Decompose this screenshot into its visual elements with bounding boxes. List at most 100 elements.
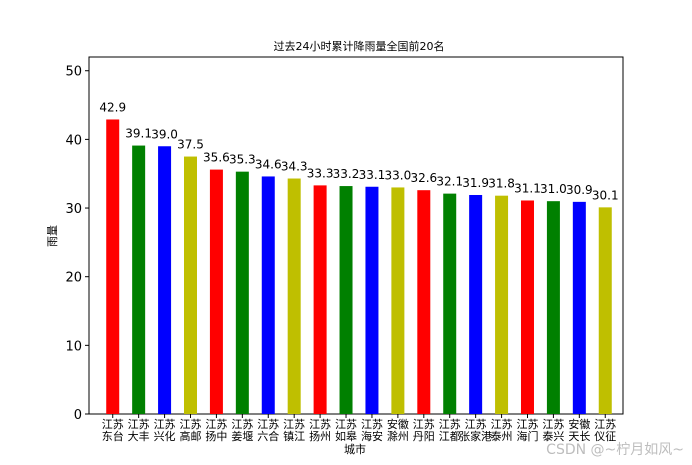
chart-title: 过去24小时累计降雨量全国前20名 (274, 39, 445, 53)
bar-value-label: 31.1 (514, 181, 541, 195)
x-tick-label-line: 高邮 (179, 429, 201, 443)
bar-value-label: 33.2 (333, 167, 360, 181)
y-axis: 0 10 20 30 40 50 (65, 65, 89, 423)
x-tick-label-line: 江苏 (205, 418, 227, 431)
plot-area-frame (88, 56, 624, 415)
bar-value-label: 39.0 (151, 127, 178, 141)
bar-value-label: 35.6 (203, 151, 230, 165)
x-tick-label: 安徽天长 (568, 417, 590, 443)
bar-value-label: 31.9 (462, 176, 489, 190)
bar (495, 195, 509, 414)
x-tick-label: 江苏江都 (439, 418, 461, 443)
x-tick-label: 江苏兴化 (154, 418, 176, 443)
x-tick-label-line: 江苏 (516, 418, 538, 431)
bar-value-label: 34.3 (281, 160, 308, 174)
bar-value-label: 32.6 (410, 171, 437, 185)
x-tick-label-line: 江苏 (491, 418, 513, 431)
bar (235, 171, 249, 414)
y-tick-label: 0 (74, 408, 82, 423)
bar-value-label: 37.5 (177, 138, 204, 152)
x-tick-label-line: 江苏 (179, 418, 201, 431)
x-tick-label: 江苏东台 (102, 418, 124, 443)
x-tick-label-line: 江苏 (257, 418, 279, 431)
bar-value-label: 33.3 (307, 166, 334, 180)
y-tick-label: 20 (65, 271, 82, 286)
x-tick-label-line: 扬中 (205, 429, 227, 443)
bar-value-label: 39.1 (125, 127, 152, 141)
x-tick-label-line: 江苏 (413, 418, 435, 431)
bar (183, 156, 197, 414)
x-tick-label-line: 天长 (568, 430, 590, 443)
x-tick-label-line: 海门 (516, 429, 538, 443)
bar-value-label: 31.8 (488, 177, 515, 191)
bar-value-label: 33.0 (385, 168, 412, 182)
bar-value-label: 32.1 (436, 175, 463, 189)
x-tick-label-line: 江苏 (309, 418, 331, 431)
x-tick-label-line: 江苏 (335, 418, 357, 431)
bars-group (106, 119, 612, 414)
bar (391, 187, 405, 414)
bar (443, 193, 457, 414)
x-tick-label-line: 江苏 (361, 418, 383, 431)
x-tick-label: 江苏泰州 (491, 418, 513, 443)
bar-value-label: 42.9 (99, 100, 126, 114)
bar (209, 169, 223, 414)
x-tick-label: 江苏大丰 (128, 418, 150, 443)
x-tick-label-line: 江苏 (154, 418, 176, 431)
x-tick-label-line: 江苏 (594, 418, 616, 431)
x-tick-label: 江苏扬中 (205, 418, 227, 443)
y-tick-label: 40 (65, 133, 82, 148)
y-axis-label: 雨量 (46, 225, 59, 247)
x-tick-label-line: 镇江 (283, 429, 305, 443)
x-tick-label-line: 兴化 (154, 429, 176, 443)
bar (546, 201, 560, 414)
x-tick-label-line: 江苏 (128, 418, 150, 431)
y-tick-label: 10 (65, 339, 82, 354)
bar (520, 200, 534, 414)
x-tick-label: 江苏丹阳 (413, 418, 435, 443)
bar (598, 207, 612, 414)
x-tick-label-line: 仪征 (594, 430, 616, 443)
x-tick-label: 江苏镇江 (283, 418, 305, 443)
x-tick-label-line: 海安 (361, 429, 383, 443)
x-tick-label-line: 东台 (102, 429, 124, 443)
x-tick-label-line: 扬州 (309, 429, 331, 443)
y-tick-label: 50 (65, 65, 82, 80)
x-axis: 江苏东台江苏大丰江苏兴化江苏高邮江苏扬中江苏姜堰江苏六合江苏镇江江苏扬州江苏如皋… (102, 414, 616, 443)
bar-value-label: 30.9 (566, 183, 593, 197)
y-tick-label: 30 (65, 202, 82, 217)
x-tick-label-line: 江苏 (283, 418, 305, 431)
bar (417, 190, 431, 414)
x-tick-label: 江苏高邮 (179, 418, 201, 443)
x-tick-label: 江苏姜堰 (231, 418, 253, 443)
x-tick-label: 江苏仪征 (594, 418, 616, 443)
watermark: CSDN @~柠月如风~ (546, 442, 684, 458)
x-tick-label-line: 安徽 (568, 417, 590, 431)
x-tick-label-line: 张家港 (459, 429, 492, 443)
bar-value-label: 33.1 (359, 168, 386, 182)
x-tick-label-line: 江苏 (542, 418, 564, 431)
x-tick-label: 江苏张家港 (459, 418, 492, 443)
x-tick-label-line: 江苏 (231, 418, 253, 431)
bar (158, 146, 172, 414)
bar (261, 176, 275, 414)
x-tick-label-line: 江苏 (102, 418, 124, 431)
bar (287, 178, 301, 414)
bar-value-label: 30.1 (592, 188, 619, 202)
bar-value-label: 35.3 (229, 153, 256, 167)
bar (132, 145, 146, 414)
x-tick-label: 江苏海门 (516, 418, 538, 443)
x-tick-label-line: 大丰 (128, 429, 150, 443)
x-tick-label: 江苏泰兴 (542, 418, 564, 443)
bar (106, 119, 120, 414)
bar (572, 201, 586, 414)
x-tick-label-line: 江都 (439, 430, 461, 443)
x-tick-label: 江苏六合 (257, 418, 279, 443)
x-tick-label-line: 泰州 (491, 429, 513, 443)
x-tick-label-line: 江苏 (465, 418, 487, 431)
x-tick-label: 江苏扬州 (309, 418, 331, 443)
x-axis-label: 城市 (344, 442, 366, 456)
x-tick-label-line: 六合 (257, 429, 279, 443)
x-tick-label-line: 滁州 (387, 429, 409, 443)
